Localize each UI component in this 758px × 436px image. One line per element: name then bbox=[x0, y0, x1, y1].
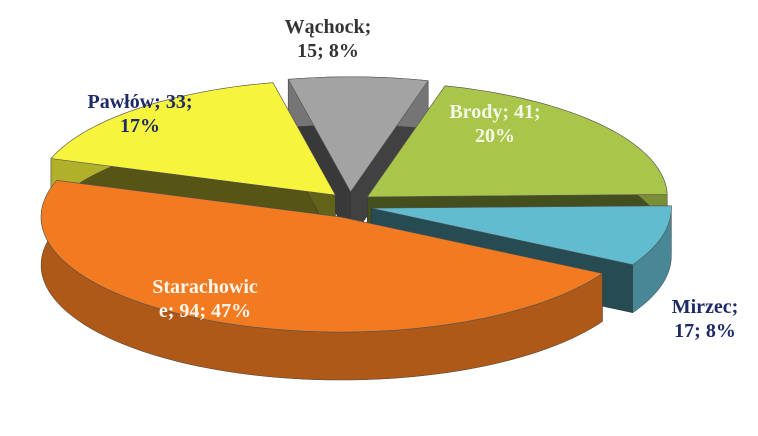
data-label-line: 17% bbox=[120, 115, 160, 137]
data-label-line: Wąchock; bbox=[285, 16, 372, 38]
data-label-line: Mirzec; bbox=[672, 296, 739, 318]
data-label-line: Brody; 41; bbox=[449, 101, 540, 123]
slice-top bbox=[371, 205, 672, 266]
data-label-line: e; 94; 47% bbox=[159, 300, 251, 322]
data-label: Mirzec; 17; 8% bbox=[672, 296, 739, 342]
data-label: Wąchock; 15; 8% bbox=[285, 16, 372, 62]
slice-top bbox=[287, 76, 429, 193]
data-label-line: 17; 8% bbox=[674, 320, 736, 342]
data-label-line: Starachowic bbox=[152, 276, 258, 298]
data-label: Brody; 41; 20% bbox=[449, 101, 540, 147]
data-label-line: Pawłów; 33; bbox=[88, 91, 193, 113]
slice-top bbox=[366, 85, 668, 198]
slice bbox=[40, 179, 604, 381]
data-label: Pawłów; 33; 17% bbox=[88, 91, 193, 137]
slice-top bbox=[40, 180, 604, 333]
slice-top bbox=[50, 82, 336, 196]
data-label-line: 15; 8% bbox=[297, 40, 359, 62]
data-label-line: 20% bbox=[475, 125, 515, 147]
data-label: Starachowic e; 94; 47% bbox=[152, 276, 258, 322]
